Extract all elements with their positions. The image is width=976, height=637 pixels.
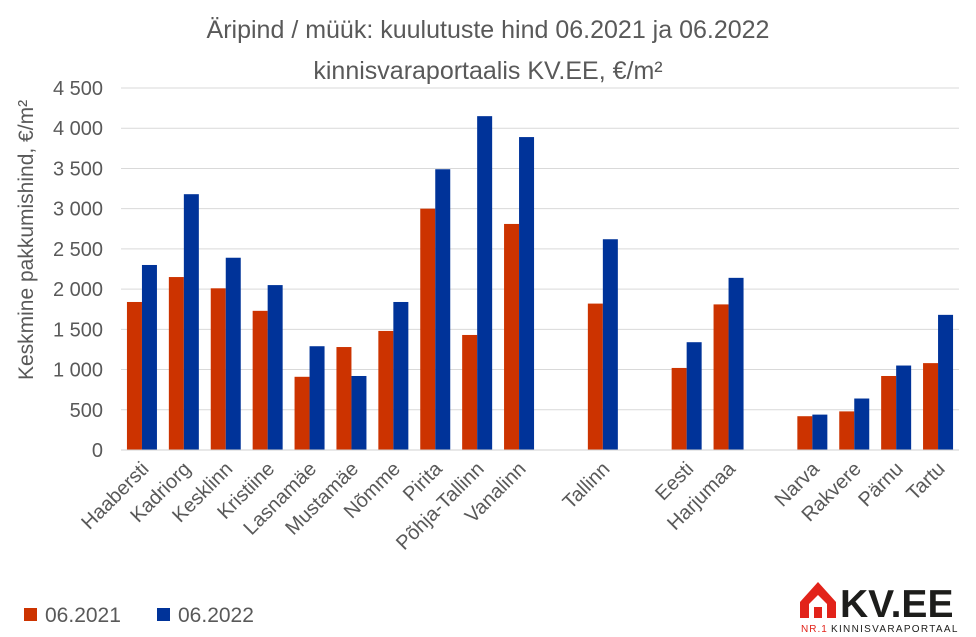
bar-06.2021-Nõmme <box>378 330 394 450</box>
bar-06.2022-Kristiine <box>267 285 283 450</box>
bar-06.2022-Pärnu <box>896 365 912 450</box>
bar-06.2021-Pirita <box>420 208 436 450</box>
logo-wordmark: KV.EE <box>840 583 953 626</box>
bar-06.2021-Rakvere <box>839 411 855 450</box>
bar-06.2021-Pärnu <box>881 375 897 450</box>
bar-06.2022-Tartu <box>938 314 954 450</box>
bar-06.2022-Kadriorg <box>183 194 199 450</box>
legend-swatch-2021 <box>24 608 37 621</box>
logo-tagline-prefix: NR.1 <box>801 624 828 635</box>
gridlines <box>121 87 959 411</box>
chart-title-line-2: kinnisvaraportaalis KV.EE, €/m² <box>313 57 662 85</box>
bar-06.2021-Mustamäe <box>336 347 352 450</box>
bar-06.2022-Rakvere <box>854 398 870 450</box>
bar-06.2021-Kristiine <box>252 310 268 450</box>
legend-label-2022: 06.2022 <box>178 604 254 627</box>
bar-06.2022-Tallinn <box>602 239 618 450</box>
x-tick-label: Pärnu <box>854 458 907 511</box>
y-tick-label: 0 <box>92 440 103 462</box>
kv-ee-logo: KV.EE NR.1 KINNISVARAPORTAAL <box>800 582 959 635</box>
y-tick-label: 1 000 <box>53 360 103 382</box>
bar-06.2022-Harjumaa <box>728 277 744 450</box>
y-tick-label: 1 500 <box>53 319 103 341</box>
bars <box>126 116 954 451</box>
x-tick-label: Tartu <box>903 458 950 505</box>
y-tick-label: 2 500 <box>53 239 103 261</box>
bar-06.2021-Haabersti <box>126 301 142 450</box>
y-tick-label: 4 500 <box>53 78 103 100</box>
y-tick-label: 3 500 <box>53 158 103 180</box>
y-tick-label: 4 000 <box>53 118 103 140</box>
y-axis-ticks: 0 500 1 000 1 500 2 000 2 500 3 000 3 500 4 000 4… <box>53 78 103 462</box>
bar-06.2022-Nõmme <box>393 301 409 450</box>
logo-tagline: KINNISVARAPORTAAL <box>831 624 959 635</box>
bar-06.2021-Kadriorg <box>168 277 184 450</box>
bar-06.2021-Harjumaa <box>713 304 729 450</box>
bar-06.2021-Tallinn <box>587 303 603 450</box>
bar-06.2021-Põhja-Tallinn <box>462 334 478 450</box>
bar-06.2022-Mustamäe <box>351 375 367 450</box>
bar-06.2022-Narva <box>812 414 828 450</box>
bar-06.2022-Põhja-Tallinn <box>477 116 493 451</box>
bar-06.2022-Haabersti <box>141 264 157 450</box>
x-tick-label: Tallinn <box>559 458 615 514</box>
bar-06.2021-Tartu <box>923 363 939 450</box>
bar-06.2022-Kesklinn <box>225 257 241 450</box>
house-arrow-icon <box>800 582 836 618</box>
x-axis-ticks: HaaberstiKadriorgKesklinnKristiineLasnam… <box>77 457 949 554</box>
legend-label-2021: 06.2021 <box>45 604 121 627</box>
y-axis-title: Keskmine pakkumishind, €/m² <box>15 100 38 380</box>
legend: 06.2021 06.2022 <box>24 604 254 627</box>
bar-06.2022-Vanalinn <box>519 137 535 450</box>
bar-06.2021-Lasnamäe <box>294 376 310 450</box>
bar-06.2022-Pirita <box>435 169 451 450</box>
bar-06.2021-Kesklinn <box>210 288 226 450</box>
y-tick-label: 2 000 <box>53 279 103 301</box>
bar-06.2021-Vanalinn <box>504 223 520 450</box>
bar-06.2021-Eesti <box>671 367 687 450</box>
y-tick-label: 500 <box>70 400 103 422</box>
bar-06.2022-Eesti <box>686 342 702 450</box>
chart-title-line-1: Äripind / müük: kuulutuste hind 06.2021 … <box>207 16 770 44</box>
bar-06.2021-Narva <box>797 416 813 450</box>
y-tick-label: 3 000 <box>53 199 103 221</box>
legend-swatch-2022 <box>157 608 170 621</box>
bar-06.2022-Lasnamäe <box>309 346 325 450</box>
